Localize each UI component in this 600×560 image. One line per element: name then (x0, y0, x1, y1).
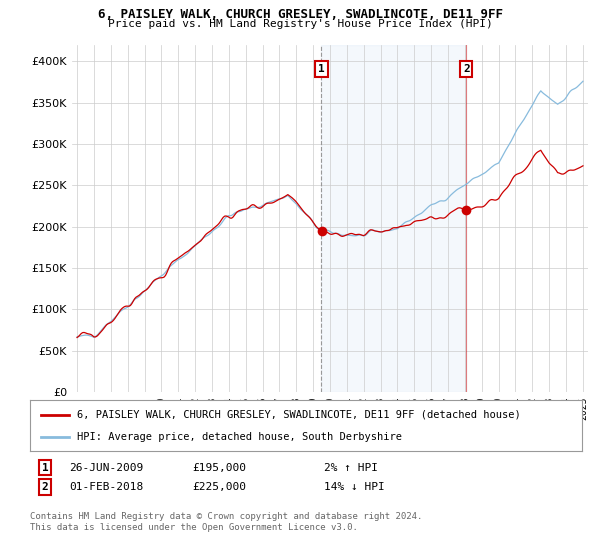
Text: 26-JUN-2009: 26-JUN-2009 (69, 463, 143, 473)
Text: 2: 2 (463, 64, 470, 74)
Text: Contains HM Land Registry data © Crown copyright and database right 2024.
This d: Contains HM Land Registry data © Crown c… (30, 512, 422, 532)
Text: 14% ↓ HPI: 14% ↓ HPI (324, 482, 385, 492)
Text: 1: 1 (41, 463, 49, 473)
Text: 2: 2 (41, 482, 49, 492)
Text: 6, PAISLEY WALK, CHURCH GRESLEY, SWADLINCOTE, DE11 9FF: 6, PAISLEY WALK, CHURCH GRESLEY, SWADLIN… (97, 8, 503, 21)
Text: 2% ↑ HPI: 2% ↑ HPI (324, 463, 378, 473)
Text: HPI: Average price, detached house, South Derbyshire: HPI: Average price, detached house, Sout… (77, 432, 402, 442)
Text: 1: 1 (318, 64, 325, 74)
Text: £225,000: £225,000 (192, 482, 246, 492)
Text: 6, PAISLEY WALK, CHURCH GRESLEY, SWADLINCOTE, DE11 9FF (detached house): 6, PAISLEY WALK, CHURCH GRESLEY, SWADLIN… (77, 409, 521, 419)
Text: 01-FEB-2018: 01-FEB-2018 (69, 482, 143, 492)
Text: £195,000: £195,000 (192, 463, 246, 473)
Bar (322, 45, 466, 392)
Text: Price paid vs. HM Land Registry's House Price Index (HPI): Price paid vs. HM Land Registry's House … (107, 19, 493, 29)
